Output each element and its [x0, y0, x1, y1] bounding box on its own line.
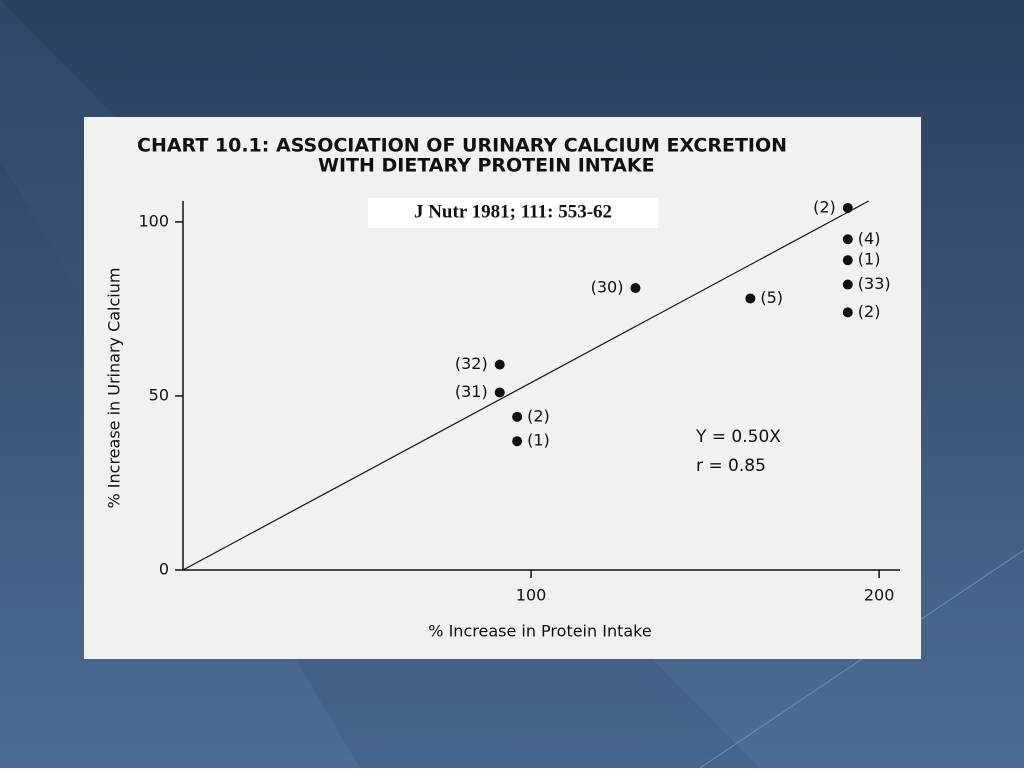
point: [494, 387, 505, 398]
point: [630, 283, 641, 294]
trend-line: [182, 200, 869, 571]
point-label: (1): [858, 250, 881, 269]
y-axis-label: % Increase in Urinary Calcium: [105, 268, 124, 509]
source-box: [368, 198, 658, 228]
point-label: (32): [455, 354, 488, 373]
point-label: (2): [858, 302, 881, 321]
point-label: (33): [858, 274, 891, 293]
point-label: (4): [858, 229, 881, 248]
chart-title: CHART 10.1: ASSOCIATION OF URINARY CALCI…: [137, 135, 787, 157]
point: [512, 436, 523, 447]
y-tick-label: 50: [149, 385, 169, 404]
point: [842, 202, 853, 213]
x-tick-label: 100: [516, 586, 547, 605]
point-label: (30): [591, 278, 624, 297]
point-label: (2): [813, 197, 836, 216]
chart-title: WITH DIETARY PROTEIN INTAKE: [318, 155, 655, 177]
point-label: (31): [455, 382, 488, 401]
point-label: (2): [527, 406, 550, 425]
annotation: Y = 0.50X: [695, 427, 781, 447]
annotation: r = 0.85: [696, 456, 766, 476]
point: [842, 255, 853, 266]
x-axis-label: % Increase in Protein Intake: [428, 622, 651, 641]
y-tick-label: 100: [138, 211, 169, 230]
point-label: (1): [527, 431, 550, 450]
point-label: (5): [760, 288, 783, 307]
point: [842, 234, 853, 245]
source: J Nutr 1981; 111: 553-62: [414, 201, 612, 222]
point: [842, 307, 853, 318]
point: [494, 359, 505, 370]
y-tick-label: 0: [159, 560, 169, 579]
point: [512, 411, 523, 422]
point: [745, 293, 756, 304]
point: [842, 279, 853, 290]
x-tick-label: 200: [864, 586, 895, 605]
